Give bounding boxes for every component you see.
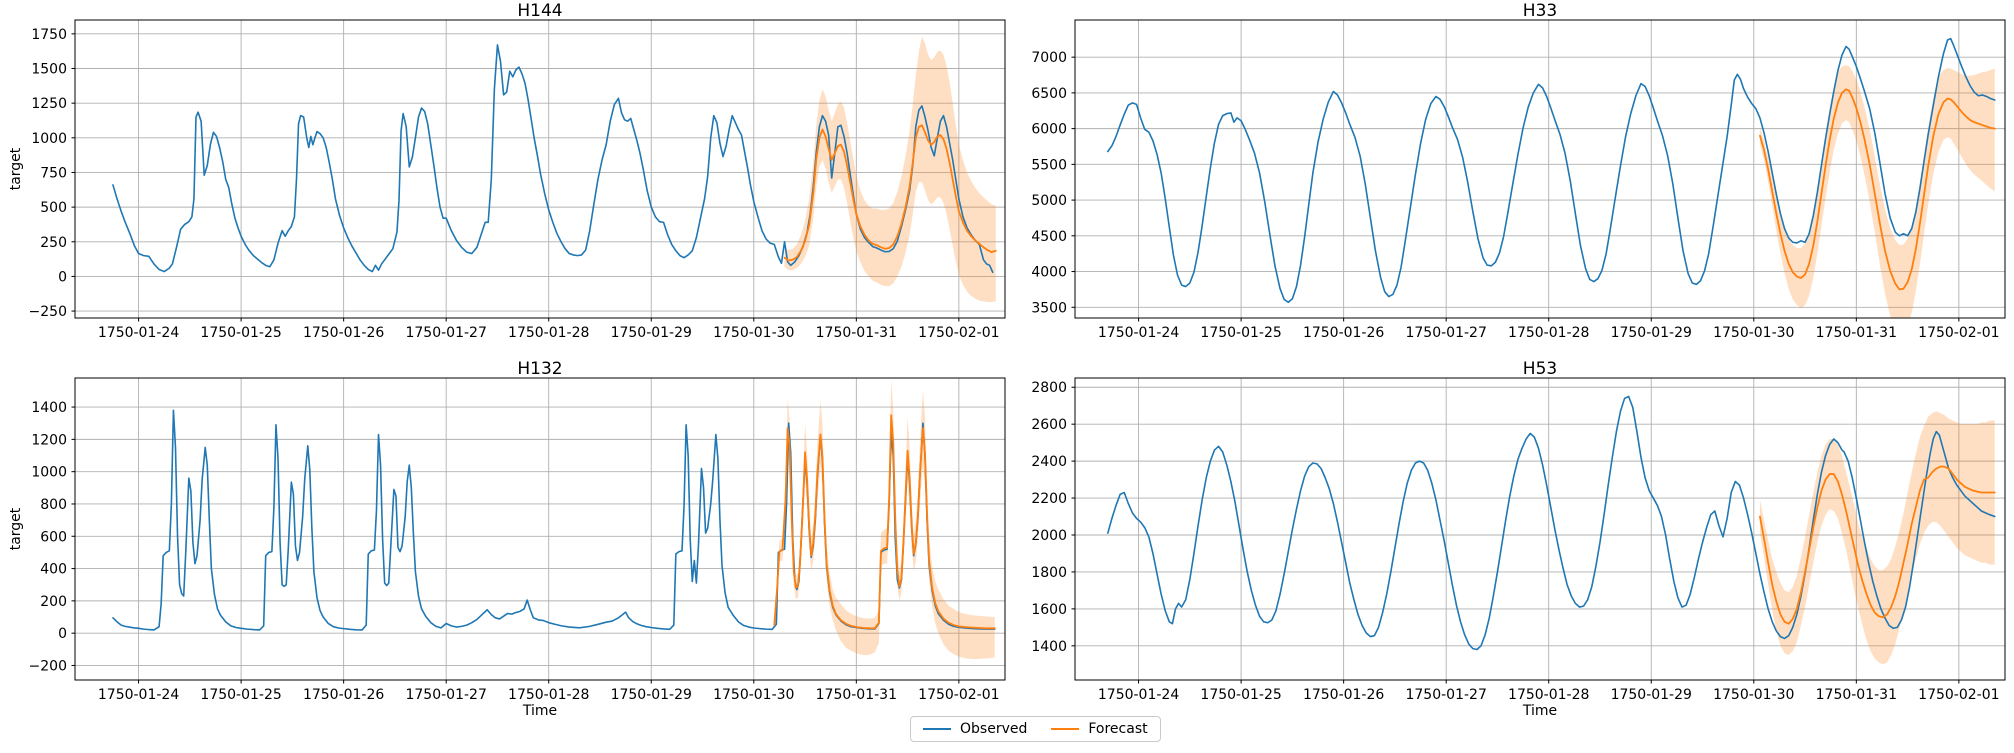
svg-text:1750-01-25: 1750-01-25 — [200, 687, 281, 703]
svg-text:250: 250 — [40, 235, 67, 251]
forecast-line-swatch — [1051, 728, 1080, 730]
svg-text:5500: 5500 — [1031, 157, 1067, 173]
svg-text:1750-01-29: 1750-01-29 — [1611, 687, 1692, 703]
svg-text:500: 500 — [40, 200, 67, 216]
svg-text:−250: −250 — [29, 304, 67, 320]
svg-text:2800: 2800 — [1031, 380, 1067, 396]
svg-text:2000: 2000 — [1031, 528, 1067, 544]
subplot-h33: H33 1750-01-24 1750-01-25 1750-01-26 1750-0… — [1007, 0, 2014, 352]
svg-text:2400: 2400 — [1031, 454, 1067, 470]
svg-text:0: 0 — [58, 269, 67, 285]
svg-text:0: 0 — [58, 626, 67, 642]
svg-text:1750-01-24: 1750-01-24 — [1098, 325, 1179, 341]
svg-text:1400: 1400 — [31, 400, 67, 416]
svg-text:1750-01-27: 1750-01-27 — [1405, 325, 1486, 341]
svg-text:1750-01-26: 1750-01-26 — [1303, 687, 1384, 703]
svg-text:200: 200 — [40, 594, 67, 610]
svg-text:1750-01-27: 1750-01-27 — [1405, 687, 1486, 703]
svg-text:1200: 1200 — [31, 432, 67, 448]
observed-line-swatch — [923, 728, 951, 730]
svg-text:6000: 6000 — [1031, 122, 1067, 138]
svg-text:1750-01-25: 1750-01-25 — [200, 325, 281, 341]
svg-text:1750-01-30: 1750-01-30 — [713, 325, 794, 341]
svg-text:4000: 4000 — [1031, 265, 1067, 281]
svg-text:1600: 1600 — [1031, 602, 1067, 618]
svg-text:1750-01-28: 1750-01-28 — [508, 325, 589, 341]
svg-text:1750-01-30: 1750-01-30 — [1713, 687, 1794, 703]
svg-text:3500: 3500 — [1031, 300, 1067, 316]
svg-text:750: 750 — [40, 165, 67, 181]
svg-text:1750-02-01: 1750-02-01 — [918, 687, 999, 703]
figure-legend: Observed Forecast — [910, 716, 1161, 742]
svg-text:1750-01-31: 1750-01-31 — [816, 325, 897, 341]
svg-text:−200: −200 — [29, 658, 67, 674]
svg-text:600: 600 — [40, 529, 67, 545]
svg-text:1500: 1500 — [31, 62, 67, 78]
plot-title-h132: H132 — [517, 359, 563, 379]
legend-item-forecast: Forecast — [1051, 721, 1148, 737]
svg-text:1750-01-30: 1750-01-30 — [713, 687, 794, 703]
svg-text:1750-01-31: 1750-01-31 — [1816, 687, 1897, 703]
svg-text:1750-02-01: 1750-02-01 — [1918, 325, 1999, 341]
svg-text:1750-01-24: 1750-01-24 — [1098, 687, 1179, 703]
legend-label-forecast: Forecast — [1088, 721, 1148, 737]
svg-text:1750-01-27: 1750-01-27 — [405, 687, 486, 703]
svg-text:1750-01-29: 1750-01-29 — [611, 325, 692, 341]
svg-text:1000: 1000 — [31, 465, 67, 481]
svg-text:1750-01-25: 1750-01-25 — [1200, 325, 1281, 341]
svg-text:2200: 2200 — [1031, 491, 1067, 507]
svg-text:1750-01-28: 1750-01-28 — [508, 687, 589, 703]
legend-label-observed: Observed — [960, 721, 1028, 737]
h33-plot-canvas: 1750-01-24 1750-01-25 1750-01-26 1750-01-27… — [1031, 19, 2006, 341]
plot-title-h144: H144 — [517, 1, 563, 21]
h132-plot-canvas: 1750-01-24 1750-01-25 1750-01-26 1750-01-27… — [29, 377, 1006, 703]
svg-text:7000: 7000 — [1031, 50, 1067, 66]
legend-item-observed: Observed — [923, 721, 1027, 737]
svg-text:1750-01-26: 1750-01-26 — [303, 687, 384, 703]
svg-text:1000: 1000 — [31, 131, 67, 147]
svg-text:5000: 5000 — [1031, 193, 1067, 209]
svg-text:1750-01-26: 1750-01-26 — [1303, 325, 1384, 341]
svg-text:1750-01-25: 1750-01-25 — [1200, 687, 1281, 703]
subplot-h53: H53 Time 1750-01-24 1750-01-25 1750-01-26 1… — [1007, 358, 2014, 753]
svg-text:4500: 4500 — [1031, 229, 1067, 245]
svg-text:1400: 1400 — [1031, 639, 1067, 655]
h144-plot-canvas: 1750-01-24 1750-01-25 1750-01-26 1750-01-27… — [29, 19, 1006, 341]
subplot-h144: H144 target 1750-01-24 1750-01-25 1750-01-… — [0, 0, 1007, 352]
x-axis-label-h132: Time — [522, 703, 558, 719]
svg-text:1750: 1750 — [31, 27, 67, 43]
svg-text:1750-01-30: 1750-01-30 — [1713, 325, 1794, 341]
subplot-h132: H132 target Time 1750-01-24 1750-01-25 175… — [0, 358, 1007, 753]
svg-text:1750-01-26: 1750-01-26 — [303, 325, 384, 341]
svg-text:6500: 6500 — [1031, 86, 1067, 102]
svg-text:1750-01-31: 1750-01-31 — [816, 687, 897, 703]
x-axis-label-h53: Time — [1522, 703, 1558, 719]
svg-text:1750-01-24: 1750-01-24 — [98, 325, 179, 341]
svg-text:1750-01-31: 1750-01-31 — [1816, 325, 1897, 341]
svg-text:1750-02-01: 1750-02-01 — [1918, 687, 1999, 703]
svg-text:1800: 1800 — [1031, 565, 1067, 581]
svg-text:1750-01-28: 1750-01-28 — [1508, 687, 1589, 703]
svg-text:1750-01-28: 1750-01-28 — [1508, 325, 1589, 341]
svg-text:1750-02-01: 1750-02-01 — [918, 325, 999, 341]
plot-title-h53: H53 — [1522, 359, 1558, 379]
svg-text:1250: 1250 — [31, 96, 67, 112]
h53-plot-canvas: 1750-01-24 1750-01-25 1750-01-26 1750-01-27… — [1031, 377, 2006, 703]
plot-title-h33: H33 — [1522, 1, 1558, 21]
svg-text:800: 800 — [40, 497, 67, 513]
svg-text:1750-01-29: 1750-01-29 — [611, 687, 692, 703]
svg-text:1750-01-27: 1750-01-27 — [405, 325, 486, 341]
svg-text:1750-01-24: 1750-01-24 — [98, 687, 179, 703]
svg-text:400: 400 — [40, 562, 67, 578]
svg-text:2600: 2600 — [1031, 417, 1067, 433]
svg-text:1750-01-29: 1750-01-29 — [1611, 325, 1692, 341]
